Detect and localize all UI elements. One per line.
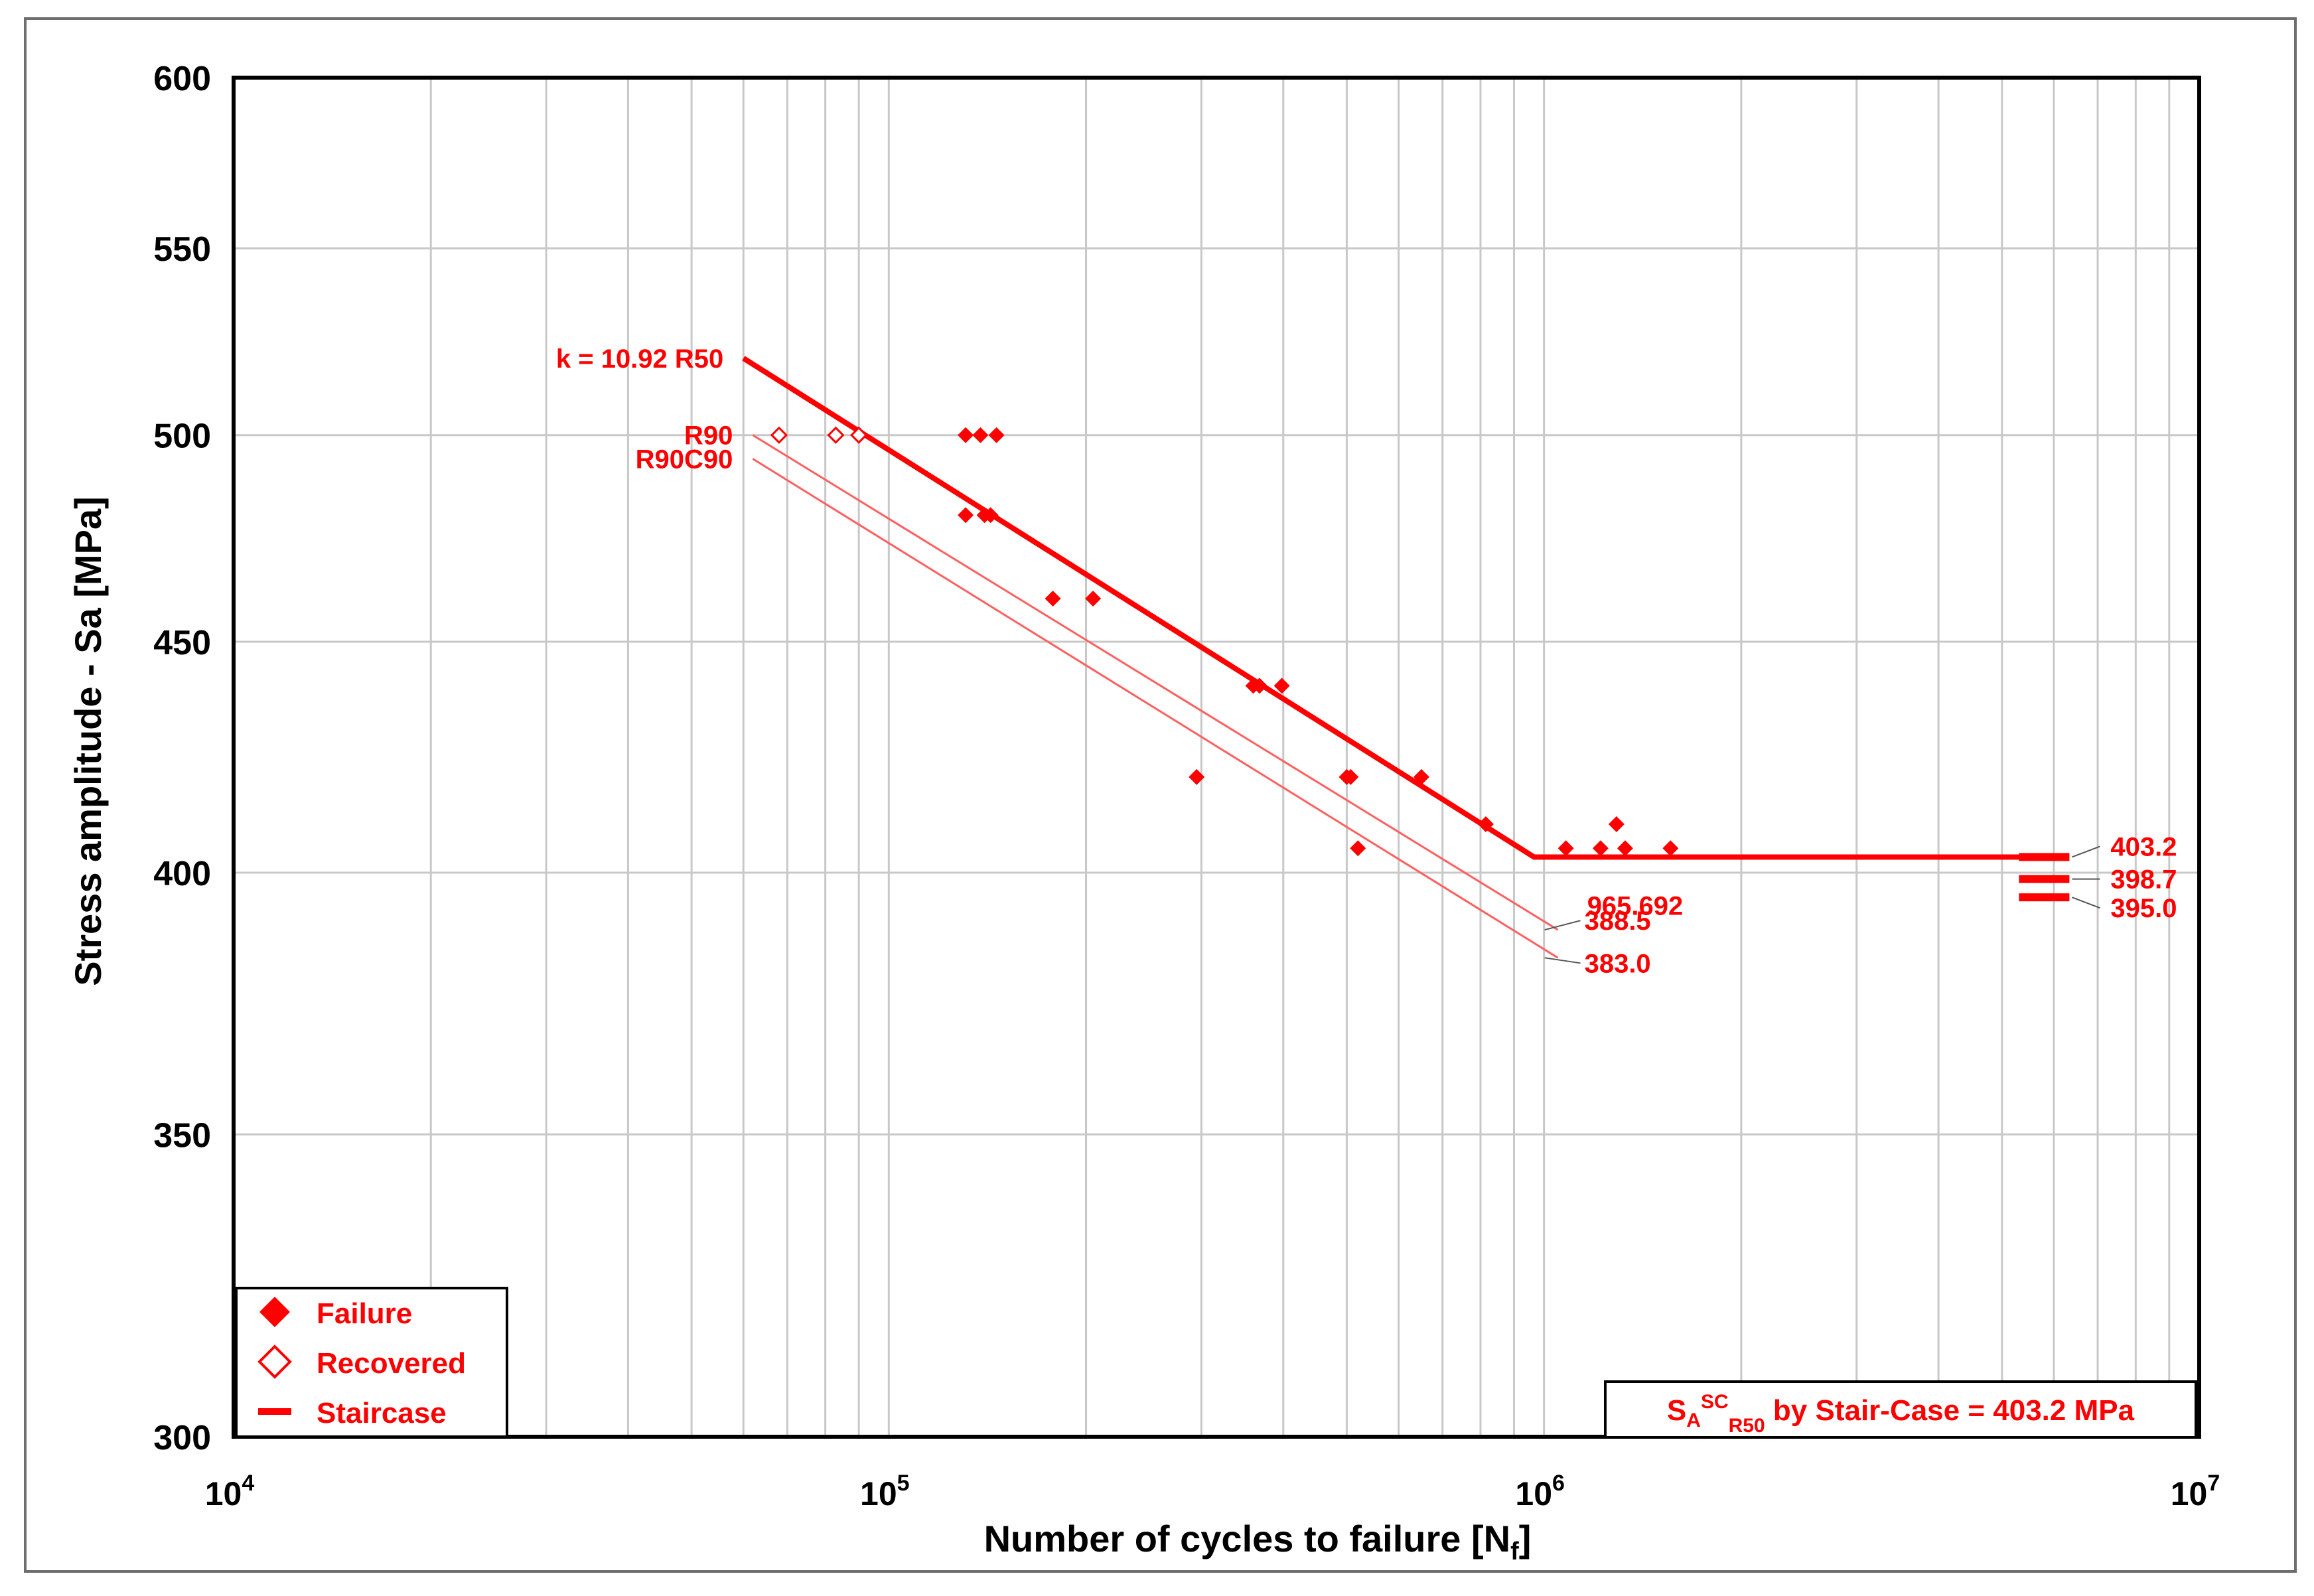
y-tick-label: 300 [153, 1419, 211, 1457]
curves [742, 356, 2045, 959]
failure-point [1608, 816, 1625, 833]
grid [232, 76, 2201, 1438]
curve-k-10-92-r50 [742, 356, 2045, 860]
legend-failure-label: Failure [317, 1297, 412, 1330]
staircase-result-text: SASCR50 by Stair-Case = 403.2 MPa [1667, 1391, 2135, 1437]
failure-point [1617, 840, 1633, 857]
annotation-leader [2072, 897, 2100, 909]
failure-point [958, 427, 974, 443]
annotation-label: 395.0 [2110, 894, 2177, 923]
staircase-point [2019, 853, 2070, 861]
x-tick-label: 107 [2171, 1471, 2220, 1512]
failure-point [972, 427, 989, 443]
annotation-leader [1544, 957, 1581, 964]
legend-recovered-marker [257, 1344, 292, 1379]
curve-r90c90 [752, 458, 1559, 959]
recovered-point [770, 426, 788, 444]
y-tick-label: 500 [153, 417, 211, 456]
curve-r90 [752, 434, 1559, 931]
y-axis-label: Stress amplitude - Sa [MPa] [67, 496, 109, 986]
recovered-point [827, 426, 845, 444]
curve-label: k = 10.92 R50 [556, 344, 723, 374]
failure-point [1252, 678, 1268, 694]
legend-recovered-label: Recovered [317, 1347, 466, 1380]
failure-point [1085, 591, 1102, 607]
legend-staircase-marker [258, 1408, 291, 1415]
curve-label: R90 [684, 421, 733, 451]
failure-point [1477, 816, 1494, 833]
staircase-point [2019, 875, 2070, 883]
legend-staircase-label: Staircase [317, 1397, 447, 1429]
failure-point [958, 507, 974, 524]
recovered-point [850, 426, 868, 444]
failure-point [1342, 768, 1359, 785]
x-tick-label: 106 [1515, 1471, 1565, 1512]
annotation-label: 383.0 [1585, 949, 1651, 978]
failure-point [1045, 591, 1061, 607]
failure-point [1592, 840, 1609, 857]
legend: Failure Recovered Staircase [235, 1287, 508, 1438]
y-tick-label: 350 [153, 1117, 211, 1155]
failure-point [1413, 768, 1429, 785]
failure-point [1557, 840, 1574, 857]
y-tick-label: 450 [153, 624, 211, 662]
annotation-label: 965.692 [1587, 892, 1684, 921]
annotation-leader [1544, 920, 1581, 931]
failure-point [988, 427, 1005, 443]
staircase-point [2019, 893, 2070, 902]
annotation-label: 403.2 [2110, 832, 2177, 861]
failure-point [1662, 840, 1679, 857]
failure-point [1189, 768, 1205, 785]
x-tick-label: 105 [860, 1471, 910, 1512]
x-tick-label: 104 [205, 1471, 255, 1512]
annotation-leader [2072, 845, 2100, 858]
failure-point [1350, 840, 1366, 857]
y-tick-label: 400 [153, 855, 211, 893]
data-points [770, 426, 2070, 902]
annotation-label: 388.5 [1585, 907, 1651, 936]
annotation-label: 398.7 [2110, 865, 2177, 895]
y-tick-label: 600 [153, 60, 211, 98]
plot-area [232, 76, 2201, 1439]
x-axis-label: Number of cycles to failure [Nf] [984, 1518, 1532, 1565]
failure-point [1273, 678, 1290, 694]
failure-point [982, 507, 999, 524]
y-tick-label: 550 [153, 230, 211, 269]
curve-label: R90C90 [636, 445, 733, 474]
staircase-result-box: SASCR50 by Stair-Case = 403.2 MPa [1604, 1380, 2197, 1439]
axis-ticks: 300 350 400 450 500 550 600 104 105 106 107 [153, 60, 2220, 1512]
legend-failure-marker [259, 1297, 290, 1327]
